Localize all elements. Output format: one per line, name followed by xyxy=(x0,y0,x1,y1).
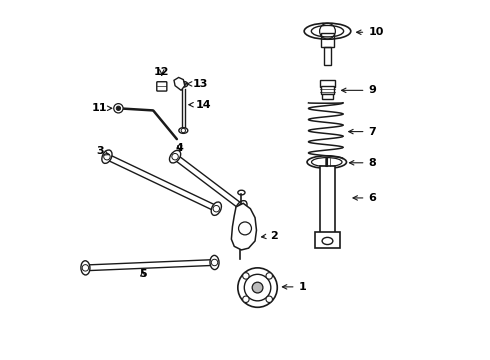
Text: 1: 1 xyxy=(282,282,306,292)
Circle shape xyxy=(114,104,123,113)
Circle shape xyxy=(266,273,272,279)
Text: 3: 3 xyxy=(96,146,109,156)
Text: 7: 7 xyxy=(349,127,376,136)
Text: 4: 4 xyxy=(176,143,184,153)
FancyBboxPatch shape xyxy=(319,80,335,87)
Text: 14: 14 xyxy=(189,100,212,110)
Text: 13: 13 xyxy=(187,79,208,89)
FancyBboxPatch shape xyxy=(319,166,335,234)
Ellipse shape xyxy=(238,190,245,195)
Text: 8: 8 xyxy=(349,158,376,168)
Circle shape xyxy=(252,282,263,293)
Text: 5: 5 xyxy=(139,269,147,279)
Ellipse shape xyxy=(211,202,221,215)
FancyBboxPatch shape xyxy=(157,82,167,91)
Text: 6: 6 xyxy=(353,193,376,203)
Ellipse shape xyxy=(170,150,181,163)
Text: 12: 12 xyxy=(154,67,170,77)
Circle shape xyxy=(266,296,272,302)
Text: 10: 10 xyxy=(357,27,384,37)
FancyBboxPatch shape xyxy=(321,86,334,94)
Text: 2: 2 xyxy=(262,231,277,240)
Polygon shape xyxy=(231,203,256,250)
Polygon shape xyxy=(174,77,185,90)
FancyBboxPatch shape xyxy=(322,94,333,99)
Ellipse shape xyxy=(102,150,112,163)
Circle shape xyxy=(116,106,121,111)
Ellipse shape xyxy=(210,255,219,270)
Ellipse shape xyxy=(179,81,188,87)
FancyBboxPatch shape xyxy=(315,232,340,248)
Circle shape xyxy=(243,296,249,302)
Ellipse shape xyxy=(81,261,90,275)
Ellipse shape xyxy=(179,128,188,134)
Ellipse shape xyxy=(236,201,247,213)
Text: 11: 11 xyxy=(92,103,112,113)
Text: 9: 9 xyxy=(342,85,376,95)
Circle shape xyxy=(243,273,249,279)
